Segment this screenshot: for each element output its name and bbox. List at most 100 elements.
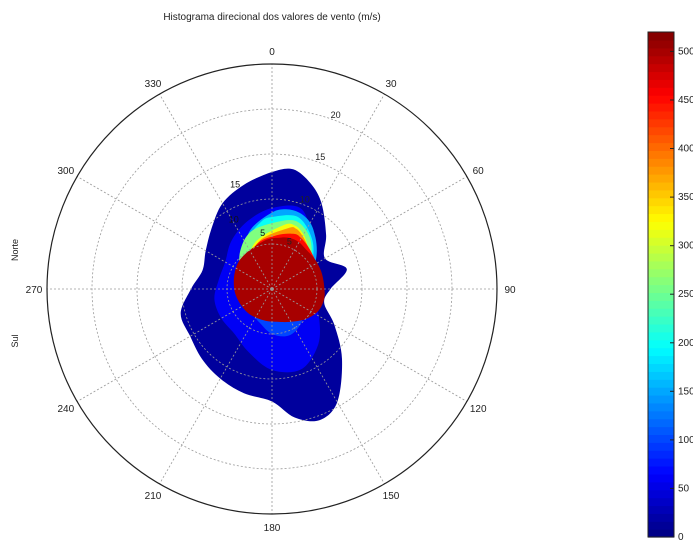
colorbar-cell bbox=[648, 355, 674, 365]
colorbar-cell bbox=[648, 339, 674, 349]
colorbar-cell bbox=[648, 442, 674, 451]
colorbar-cell bbox=[648, 521, 674, 530]
colorbar-cell bbox=[648, 434, 674, 443]
angle-tick-label: 180 bbox=[264, 523, 281, 534]
angle-tick-label: 90 bbox=[504, 285, 516, 296]
angle-tick-label: 0 bbox=[269, 47, 275, 58]
colorbar-cell bbox=[648, 394, 674, 404]
contour-label: 5 bbox=[260, 228, 265, 238]
colorbar-cell bbox=[648, 126, 674, 136]
colorbar-cell bbox=[648, 497, 674, 507]
contour-label: 15 bbox=[230, 180, 240, 190]
colorbar-tick-label: 150 bbox=[678, 386, 693, 397]
angle-tick-label: 120 bbox=[470, 404, 487, 415]
colorbar-cell bbox=[648, 110, 674, 120]
colorbar-cell bbox=[648, 32, 674, 41]
colorbar-cell bbox=[648, 363, 674, 372]
colorbar-cell bbox=[648, 252, 674, 262]
colorbar-cell bbox=[648, 505, 674, 514]
angular-grid-spoke bbox=[159, 288, 273, 485]
angular-grid-spoke bbox=[271, 93, 385, 290]
colorbar-cell bbox=[648, 39, 674, 49]
colorbar-cell bbox=[648, 181, 674, 191]
angle-tick-label: 240 bbox=[57, 404, 74, 415]
colorbar-cell bbox=[648, 489, 674, 499]
colorbar-cell bbox=[648, 410, 674, 420]
colorbar-cell bbox=[648, 371, 674, 380]
colorbar-cell bbox=[648, 458, 674, 467]
colorbar-cell bbox=[648, 150, 674, 159]
colorbar-cell bbox=[648, 418, 674, 428]
angle-tick-label: 300 bbox=[57, 166, 74, 177]
colorbar-tick-label: 0 bbox=[678, 532, 684, 543]
colorbar-cell bbox=[648, 87, 674, 96]
colorbar-cell bbox=[648, 331, 674, 341]
colorbar-cell bbox=[648, 229, 674, 238]
colorbar-cell bbox=[648, 402, 674, 412]
side-labels: Norte Sul bbox=[10, 239, 20, 348]
colorbar-cell bbox=[648, 221, 674, 230]
colorbar-cell bbox=[648, 189, 674, 199]
colorbar-frame bbox=[647, 31, 675, 538]
radial-grid-ring bbox=[136, 153, 408, 425]
colorbar-cell bbox=[648, 450, 674, 459]
colorbar-cell bbox=[648, 481, 674, 491]
colorbar-cell bbox=[648, 465, 674, 475]
colorbar-cell bbox=[648, 55, 674, 65]
colorbar-cell bbox=[648, 79, 674, 88]
colorbar-cell bbox=[648, 323, 674, 333]
colorbar-cell bbox=[648, 245, 674, 254]
colorbar-cell bbox=[648, 63, 674, 73]
colorbar-tick-label: 250 bbox=[678, 289, 693, 300]
colorbar-cell bbox=[648, 166, 674, 175]
angle-tick-labels: 0 30 60 90 120 150 180 210 240 270 300 330 5 10 15 20 bbox=[26, 47, 516, 534]
colorbar-cell bbox=[648, 529, 674, 538]
colorbar-cell bbox=[648, 300, 674, 309]
colorbar-cell bbox=[648, 387, 674, 396]
colorbar-tick-label: 50 bbox=[678, 483, 690, 494]
colorbar-cell bbox=[648, 197, 674, 207]
side-label: Sul bbox=[10, 334, 20, 347]
angular-grid-spoke bbox=[76, 288, 273, 402]
colorbar-cell bbox=[648, 142, 674, 151]
angle-tick-label: 210 bbox=[145, 491, 162, 502]
colorbar-cell bbox=[648, 268, 674, 278]
colorbar-cell bbox=[648, 276, 674, 286]
colorbar-cell bbox=[648, 379, 674, 388]
colorbar-cell bbox=[648, 174, 674, 183]
radial-tick-label: 15 bbox=[315, 152, 325, 162]
colorbar-cell bbox=[648, 347, 674, 357]
colorbar-cell bbox=[648, 316, 674, 325]
colorbar: 0 50 100 150 200 250 300 350 400 450 500 bbox=[647, 31, 693, 543]
colorbar-cell bbox=[648, 513, 674, 522]
colorbar-cell bbox=[648, 292, 674, 301]
angular-grid-spoke bbox=[271, 176, 468, 290]
colorbar-tick-label: 300 bbox=[678, 241, 693, 252]
colorbar-tick-label: 100 bbox=[678, 435, 693, 446]
angular-grid-spoke bbox=[271, 288, 385, 485]
contour-regions bbox=[180, 168, 347, 422]
colorbar-tick-label: 350 bbox=[678, 192, 693, 203]
chart-title: Histograma direcional dos valores de ven… bbox=[163, 12, 380, 23]
colorbar-tick-label: 500 bbox=[678, 46, 693, 57]
polar-grid bbox=[46, 63, 498, 515]
angular-grid-spoke bbox=[76, 176, 273, 290]
colorbar-tick-label: 450 bbox=[678, 95, 693, 106]
angle-tick-label: 30 bbox=[385, 79, 397, 90]
colorbar-cell bbox=[648, 95, 674, 104]
colorbar-cell bbox=[648, 308, 674, 317]
colorbar-cell bbox=[648, 118, 674, 128]
colorbar-cell bbox=[648, 71, 674, 80]
angular-grid-spoke bbox=[159, 93, 273, 290]
colorbar-cell bbox=[648, 426, 674, 436]
colorbar-tick-label: 400 bbox=[678, 144, 693, 155]
contour-region-9 bbox=[233, 237, 325, 323]
colorbar-cell bbox=[648, 237, 674, 246]
radial-tick-label: 10 bbox=[300, 194, 310, 204]
angle-tick-label: 270 bbox=[26, 285, 43, 296]
colorbar-cell bbox=[648, 473, 674, 483]
side-label: Norte bbox=[10, 239, 20, 261]
contour-label: 10 bbox=[229, 215, 239, 225]
colorbar-cell bbox=[648, 205, 674, 215]
